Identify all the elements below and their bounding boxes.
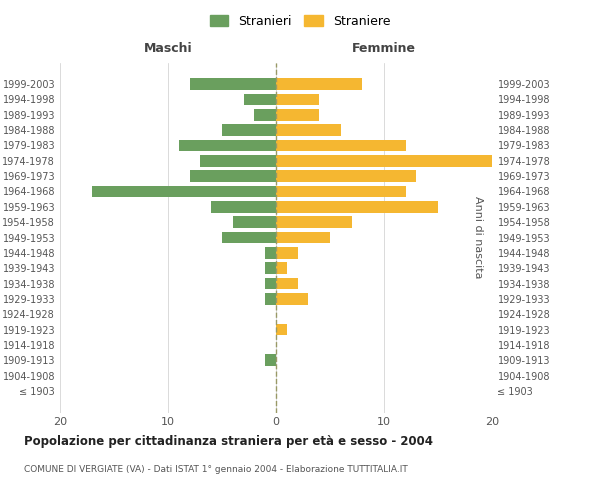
Bar [200, 155, 276, 166]
Bar [190, 78, 276, 90]
Bar [276, 216, 352, 228]
Bar [276, 170, 416, 182]
Bar [276, 201, 438, 212]
Bar [254, 109, 276, 120]
Bar [276, 324, 287, 336]
Y-axis label: Anni di nascita: Anni di nascita [473, 196, 482, 279]
Bar [233, 216, 276, 228]
Bar [276, 262, 287, 274]
Bar [190, 170, 276, 182]
Bar [276, 78, 362, 90]
Text: Popolazione per cittadinanza straniera per età e sesso - 2004: Popolazione per cittadinanza straniera p… [24, 435, 433, 448]
Bar [276, 109, 319, 120]
Bar [276, 293, 308, 304]
Bar [265, 354, 276, 366]
Bar [276, 140, 406, 151]
Bar [222, 232, 276, 243]
Bar [276, 232, 330, 243]
Bar [222, 124, 276, 136]
Bar [211, 201, 276, 212]
Bar [276, 94, 319, 105]
Legend: Stranieri, Straniere: Stranieri, Straniere [206, 11, 394, 32]
Bar [276, 186, 406, 197]
Text: Femmine: Femmine [352, 42, 416, 56]
Bar [244, 94, 276, 105]
Text: Maschi: Maschi [143, 42, 193, 56]
Text: COMUNE DI VERGIATE (VA) - Dati ISTAT 1° gennaio 2004 - Elaborazione TUTTITALIA.I: COMUNE DI VERGIATE (VA) - Dati ISTAT 1° … [24, 465, 408, 474]
Bar [265, 247, 276, 258]
Bar [265, 262, 276, 274]
Bar [265, 278, 276, 289]
Bar [265, 293, 276, 304]
Bar [179, 140, 276, 151]
Bar [92, 186, 276, 197]
Bar [276, 155, 492, 166]
Bar [276, 278, 298, 289]
Bar [276, 124, 341, 136]
Bar [276, 247, 298, 258]
